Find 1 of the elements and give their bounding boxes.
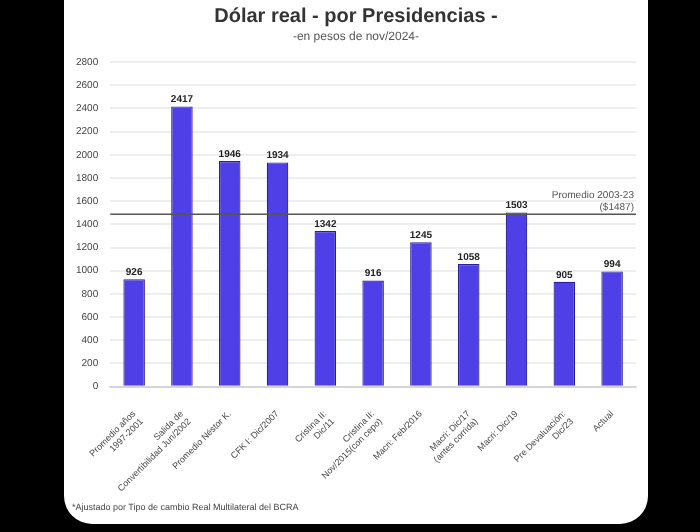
chart-title: Dólar real - por Presidencias - bbox=[212, 6, 500, 28]
